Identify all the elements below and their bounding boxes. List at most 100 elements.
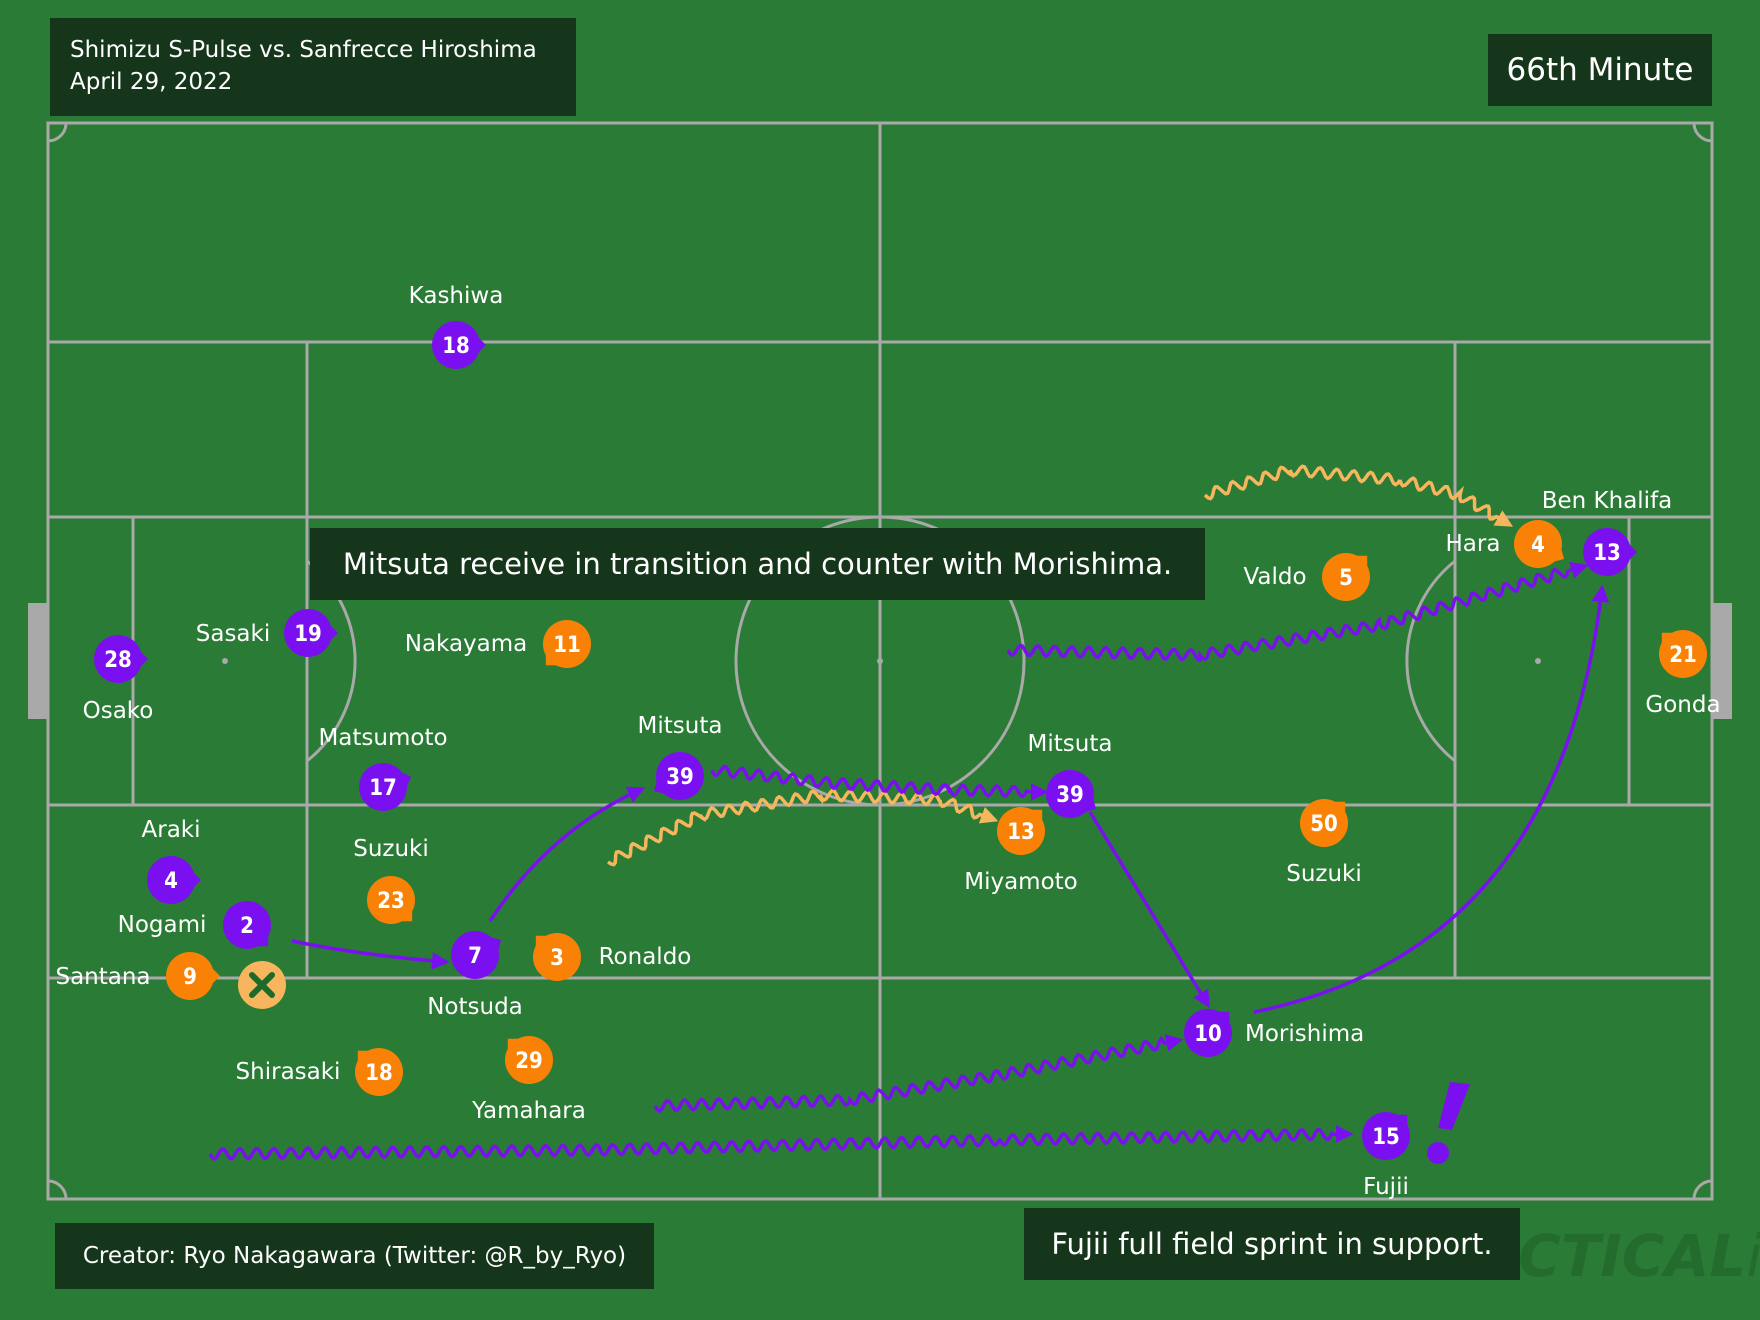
player-name: Nogami <box>118 912 207 938</box>
player-marker <box>656 752 704 800</box>
pass-mitsuta-to-morishima <box>1088 811 1210 1008</box>
player-name: Valdo <box>1243 564 1306 590</box>
center-spot <box>877 658 883 664</box>
player-name: Fujii <box>1363 1174 1409 1200</box>
transition-caption: Mitsuta receive in transition and counte… <box>310 528 1205 600</box>
player-shimizu: 4 Hara <box>1446 520 1564 568</box>
player-marker <box>997 807 1045 855</box>
player-number: 15 <box>1372 1125 1400 1150</box>
player-number: 29 <box>515 1049 543 1074</box>
run-path-morishima <box>653 1034 1184 1113</box>
player-name: Kashiwa <box>409 283 504 309</box>
player-name: Matsumoto <box>318 725 447 751</box>
pass-nogami-to-notsuda <box>291 939 450 970</box>
player-hiroshima: 18 Kashiwa <box>409 283 504 369</box>
player-number: 3 <box>550 946 564 971</box>
player-number: 18 <box>365 1061 393 1086</box>
player-number: 13 <box>1593 541 1621 566</box>
player-marker <box>367 876 415 924</box>
run-path-miyamoto <box>607 788 999 867</box>
player-number: 5 <box>1339 566 1353 591</box>
facing-direction-icon <box>330 625 338 641</box>
facing-direction-icon <box>1629 544 1637 560</box>
run-path-fujii <box>208 1125 1354 1161</box>
player-number: 39 <box>666 765 694 790</box>
player-marker <box>1514 520 1562 568</box>
player-shimizu: 11 Nakayama <box>405 620 591 668</box>
player-marker <box>1583 528 1631 576</box>
player-name: Hara <box>1446 531 1501 557</box>
player-number: 17 <box>369 776 397 801</box>
player-number: 39 <box>1056 783 1084 808</box>
player-hiroshima: 28 Osako <box>83 635 154 724</box>
player-name: Ben Khalifa <box>1542 488 1673 514</box>
player-number: 50 <box>1310 812 1338 837</box>
player-shimizu: 5 Valdo <box>1243 553 1370 601</box>
player-hiroshima: 7 Notsuda <box>427 931 523 1020</box>
player-marker <box>359 763 407 811</box>
match-date: April 29, 2022 <box>70 69 233 95</box>
player-hiroshima: 10 Morishima <box>1184 1009 1364 1057</box>
player-number: 23 <box>377 889 405 914</box>
player-number: 9 <box>183 965 197 990</box>
player-name: Miyamoto <box>964 869 1078 895</box>
player-marker <box>505 1036 553 1084</box>
facing-direction-icon <box>212 968 220 984</box>
match-title: Shimizu S-Pulse vs. Sanfrecce Hiroshima <box>70 37 537 63</box>
left-penalty-spot <box>222 658 228 664</box>
player-name: Sasaki <box>196 621 270 647</box>
player-marker <box>1322 553 1370 601</box>
players: 18 Kashiwa 28 Osako 19 Sasaki 17 Matsumoto 4 Arak… <box>55 283 1720 1200</box>
player-marker <box>451 931 499 979</box>
player-name: Notsuda <box>427 994 523 1020</box>
turnover-marker <box>238 961 286 1009</box>
run-path-hara <box>1203 464 1514 527</box>
player-marker <box>432 321 480 369</box>
player-name: Osako <box>83 698 154 724</box>
player-marker <box>147 856 195 904</box>
corner-arc-br <box>1692 1179 1713 1200</box>
right-goal <box>1712 603 1732 719</box>
player-shimizu: 3 Ronaldo <box>533 933 691 981</box>
pass-morishima-to-ben-khalifa <box>1253 584 1610 1014</box>
player-marker <box>1046 770 1094 818</box>
player-number: 4 <box>1531 533 1545 558</box>
player-shimizu: 9 Santana <box>55 952 220 1000</box>
player-name: Gonda <box>1645 692 1720 718</box>
sprint-caption: Fujii full field sprint in support. <box>1024 1208 1520 1280</box>
player-name: Santana <box>55 964 150 990</box>
run-path-ben-khalifa <box>1006 561 1589 662</box>
player-number: 28 <box>104 648 132 673</box>
player-marker <box>533 933 581 981</box>
player-hiroshima: 13 Ben Khalifa <box>1542 488 1673 576</box>
right-penalty-spot <box>1535 658 1541 664</box>
corner-arc-tl <box>47 122 68 143</box>
player-name: Yamahara <box>471 1098 586 1124</box>
player-name: Mitsuta <box>1028 731 1113 757</box>
player-marker <box>223 901 271 949</box>
player-marker <box>166 952 214 1000</box>
player-marker <box>1300 799 1348 847</box>
dribble-path-mitsuta <box>710 764 1049 801</box>
player-hiroshima: 17 Matsumoto <box>318 725 448 811</box>
player-name: Shirasaki <box>236 1059 341 1085</box>
player-marker <box>543 620 591 668</box>
player-hiroshima: 2 Nogami <box>118 901 271 949</box>
pass-notsuda-to-mitsuta <box>488 786 646 922</box>
player-number: 11 <box>553 633 581 658</box>
minute-label: 66th Minute <box>1488 34 1712 106</box>
player-marker <box>1659 630 1707 678</box>
movement-paths <box>208 464 1610 1161</box>
facing-direction-icon <box>478 337 486 353</box>
player-hiroshima: 39 Mitsuta <box>1028 731 1113 818</box>
player-marker <box>284 609 332 657</box>
player-shimizu: 13 Miyamoto <box>964 807 1078 895</box>
player-marker <box>94 635 142 683</box>
match-title-box: Shimizu S-Pulse vs. Sanfrecce Hiroshima … <box>50 18 576 116</box>
player-number: 19 <box>294 622 322 647</box>
player-number: 2 <box>240 914 254 939</box>
player-name: Mitsuta <box>638 713 723 739</box>
player-number: 10 <box>1194 1022 1222 1047</box>
